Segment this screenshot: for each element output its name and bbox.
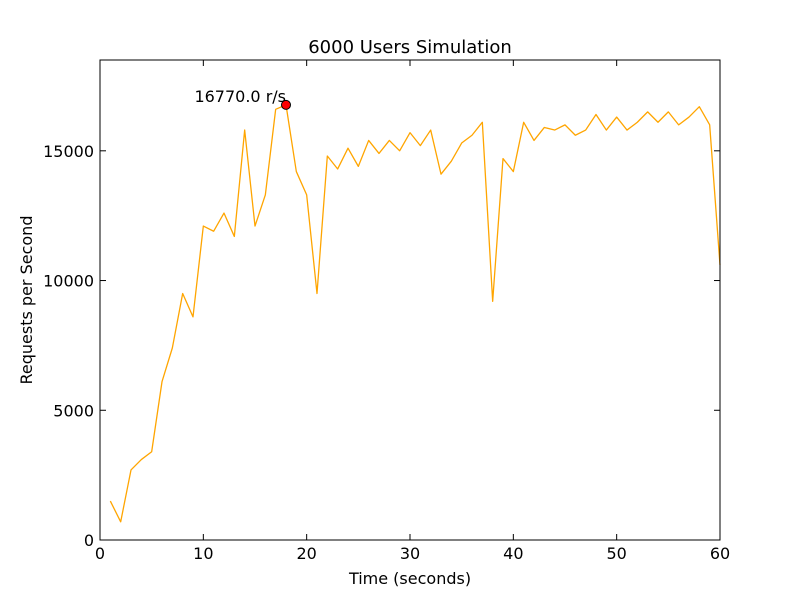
y-axis-label: Requests per Second xyxy=(17,216,36,385)
y-tick-label: 15000 xyxy=(43,142,94,161)
peak-marker xyxy=(281,99,291,110)
x-tick-label: 30 xyxy=(400,544,420,563)
x-tick-label: 40 xyxy=(503,544,523,563)
peak-label: 16770.0 r/s xyxy=(194,87,286,106)
plot-area xyxy=(99,59,721,541)
x-tick-label: 50 xyxy=(606,544,626,563)
x-tick-label: 20 xyxy=(296,544,316,563)
series-line xyxy=(109,104,721,523)
chart-title: 6000 Users Simulation xyxy=(308,37,512,58)
y-tick-label: 10000 xyxy=(43,272,94,291)
axis-ticks: 0 10 20 30 40 50 60 0 5000 10000 15000 xyxy=(43,60,730,563)
x-axis-label: Time (seconds) xyxy=(348,569,471,588)
y-tick-label: 5000 xyxy=(53,401,94,420)
x-tick-label: 60 xyxy=(710,544,730,563)
x-tick-label: 0 xyxy=(95,544,105,563)
annotations: 16770.0 r/s xyxy=(194,87,291,110)
x-tick-label: 10 xyxy=(193,544,213,563)
y-tick-label: 0 xyxy=(84,531,94,550)
